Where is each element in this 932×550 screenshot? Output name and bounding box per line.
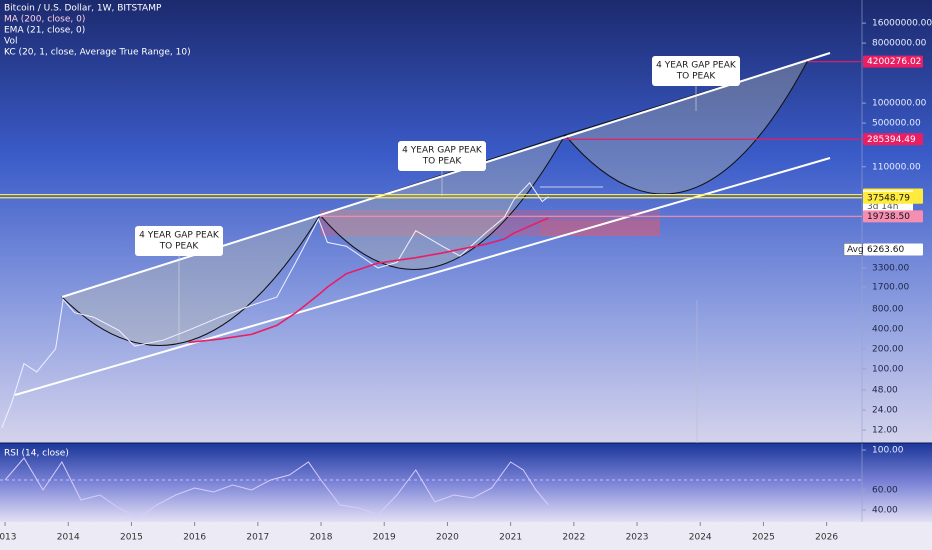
legend-entry: KC (20, 1, close, Average True Range, 10… <box>4 48 191 58</box>
price-label: 6263.60 <box>867 245 904 255</box>
price-label-box <box>863 210 923 223</box>
y-tick-label: 12.00 <box>872 426 898 436</box>
legend: Bitcoin / U.S. Dollar, 1W, BITSTAMP MA (… <box>4 4 191 459</box>
series-line <box>1 181 549 428</box>
series-line <box>188 217 549 344</box>
y-tick-label: 60.00 <box>872 486 898 496</box>
price-label-box <box>863 133 923 146</box>
y-tick-label: 100.00 <box>872 446 904 456</box>
y-tick-label: 24.00 <box>872 406 898 416</box>
series-line <box>4 457 549 519</box>
x-tick-label: 2013 <box>0 533 17 543</box>
time-axis <box>0 522 932 550</box>
price-label-box <box>863 191 923 204</box>
legend-entry: EMA (21, close, 0) <box>4 26 85 36</box>
y-tick-label: 500000.00 <box>872 119 921 129</box>
cycle-arc <box>61 214 322 346</box>
annotation-text: 4 YEAR GAP PEAK <box>402 146 483 156</box>
price-label: 285394.49 <box>867 135 916 145</box>
price-label: 19738.50 <box>867 212 910 222</box>
legend-entry: MA (200, close, 0) <box>4 15 85 25</box>
x-tick-label: 2023 <box>626 533 649 543</box>
y-tick-label: 110000.00 <box>872 162 921 172</box>
y-tick-label: 3300.00 <box>872 263 909 273</box>
x-tick-label: 2025 <box>752 533 775 543</box>
annotation-text: TO PEAK <box>422 157 463 167</box>
x-tick-label: 2021 <box>499 533 522 543</box>
price-label-box <box>863 55 923 68</box>
x-tick-label: 2016 <box>183 533 206 543</box>
x-tick-label: 2015 <box>120 533 143 543</box>
legend-entry: Vol <box>4 37 17 47</box>
annotation-box <box>652 56 740 86</box>
y-tick-label: 800.00 <box>872 304 904 314</box>
rsi-title: RSI (14, close) <box>4 449 69 459</box>
annotation-box <box>135 226 223 256</box>
x-tick-label: 2022 <box>562 533 585 543</box>
x-tick-label: 2017 <box>246 533 269 543</box>
x-tick-label: 2018 <box>310 533 333 543</box>
cycle-arc <box>319 134 567 270</box>
x-tick-label: 2020 <box>436 533 459 543</box>
countdown: 3d 14h <box>867 202 898 212</box>
x-tick-label: 2019 <box>373 533 396 543</box>
zone <box>540 220 660 236</box>
y-tick-label: 8000000.00 <box>872 39 927 49</box>
annotation-text: 4 YEAR GAP PEAK <box>656 61 737 71</box>
y-tick-label: 48.00 <box>872 386 898 396</box>
legend-title: Bitcoin / U.S. Dollar, 1W, BITSTAMP <box>4 4 162 14</box>
x-tick-label: 2026 <box>815 533 838 543</box>
annotation-text: TO PEAK <box>676 72 717 82</box>
channel-upper <box>61 52 831 298</box>
y-tick-label: 1000000.00 <box>872 99 927 109</box>
x-tick-label: 2024 <box>689 533 712 543</box>
price-label: 37548.79 <box>867 193 910 203</box>
y-tick-label: 40.00 <box>872 506 898 516</box>
y-tick-label: 200.00 <box>872 344 904 354</box>
x-tick-label: 2014 <box>57 533 80 543</box>
avg-box <box>843 243 863 256</box>
y-tick-label: 1700.00 <box>872 283 909 293</box>
y-tick-label: 100.00 <box>872 364 904 374</box>
price-label-box <box>863 243 923 256</box>
y-tick-label: 400.00 <box>872 324 904 334</box>
price-label: 4200276.02 <box>867 57 921 67</box>
cycle-arc <box>564 59 810 195</box>
rsi-pane <box>0 443 932 522</box>
main-pane <box>0 0 932 443</box>
annotation-text: TO PEAK <box>159 242 200 252</box>
annotation-box <box>398 141 486 171</box>
avg-title: Avg <box>847 245 864 255</box>
annotation-text: 4 YEAR GAP PEAK <box>139 231 220 241</box>
y-tick-label: 16000000.00 <box>872 19 932 29</box>
